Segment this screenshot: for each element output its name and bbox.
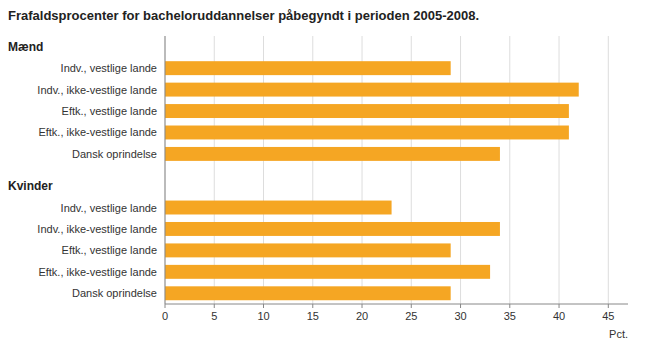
x-tick: [608, 304, 609, 308]
bar: [165, 126, 569, 140]
category-label: Eftk., ikke-vestlige lande: [38, 126, 157, 138]
grid-line: [165, 36, 166, 304]
category-label: Eftk., vestlige lande: [62, 244, 157, 256]
x-tick-label: 25: [405, 310, 417, 322]
x-axis-label: Pct.: [609, 328, 628, 340]
category-label: Dansk oprindelse: [72, 287, 157, 299]
group-header: Kvinder: [8, 179, 53, 193]
bar: [165, 83, 579, 97]
bars: [165, 61, 579, 300]
x-tick: [460, 304, 461, 308]
bar: [165, 147, 500, 161]
x-tick-label: 5: [211, 310, 217, 322]
y-axis-line: [165, 36, 166, 304]
x-tick-label: 20: [356, 310, 368, 322]
x-tick: [509, 304, 510, 308]
bar: [165, 222, 500, 236]
bar: [165, 286, 451, 300]
bar: [165, 104, 569, 118]
category-label: Eftk., vestlige lande: [62, 105, 157, 117]
x-tick: [312, 304, 313, 308]
x-tick: [165, 304, 166, 308]
bar: [165, 201, 392, 215]
x-tick: [214, 304, 215, 308]
grid-line: [460, 36, 461, 304]
x-tick: [411, 304, 412, 308]
category-label: Dansk oprindelse: [72, 148, 157, 160]
x-tick-label: 30: [454, 310, 466, 322]
category-label: Indv., ikke-vestlige lande: [37, 223, 157, 235]
x-tick-label: 45: [602, 310, 614, 322]
x-tick-label: 15: [307, 310, 319, 322]
grid-line: [362, 36, 363, 304]
bar: [165, 265, 490, 279]
grid-line: [559, 36, 560, 304]
grid-line: [263, 36, 264, 304]
grid-line: [411, 36, 412, 304]
grid-line: [312, 36, 313, 304]
bar: [165, 61, 451, 75]
x-tick: [559, 304, 560, 308]
x-tick-label: 40: [553, 310, 565, 322]
category-label: Indv., vestlige lande: [61, 202, 157, 214]
chart: Frafaldsprocenter for bacheloruddannelse…: [0, 0, 652, 349]
x-tick: [362, 304, 363, 308]
x-tick: [263, 304, 264, 308]
category-label: Eftk., ikke-vestlige lande: [38, 266, 157, 278]
grid-line: [608, 36, 609, 304]
group-header: Mænd: [8, 40, 43, 54]
x-tick-label: 10: [257, 310, 269, 322]
title: Frafaldsprocenter for bacheloruddannelse…: [8, 8, 479, 23]
grid-line: [214, 36, 215, 304]
grid-line: [509, 36, 510, 304]
category-label: Indv., ikke-vestlige lande: [37, 84, 157, 96]
x-tick-label: 35: [504, 310, 516, 322]
category-label: Indv., vestlige lande: [61, 62, 157, 74]
x-tick-label: 0: [162, 310, 168, 322]
bar: [165, 243, 451, 257]
